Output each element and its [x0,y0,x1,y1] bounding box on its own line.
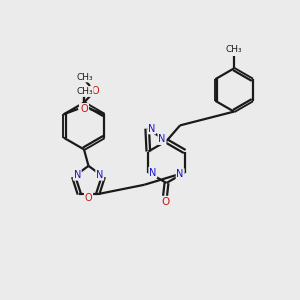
Text: N: N [74,170,81,180]
Text: O: O [161,196,169,207]
Text: CH₃: CH₃ [226,45,242,54]
Text: CH₃: CH₃ [76,87,93,96]
Text: N: N [176,169,184,179]
Text: O: O [85,193,92,203]
Text: N: N [158,134,166,144]
Text: O: O [80,104,87,114]
Text: N: N [96,170,103,180]
Text: CH₃: CH₃ [76,73,93,82]
Text: O: O [91,85,99,96]
Text: CH₃: CH₃ [75,87,92,96]
Text: N: N [149,167,157,178]
Text: O: O [81,104,88,114]
Text: N: N [148,124,155,134]
